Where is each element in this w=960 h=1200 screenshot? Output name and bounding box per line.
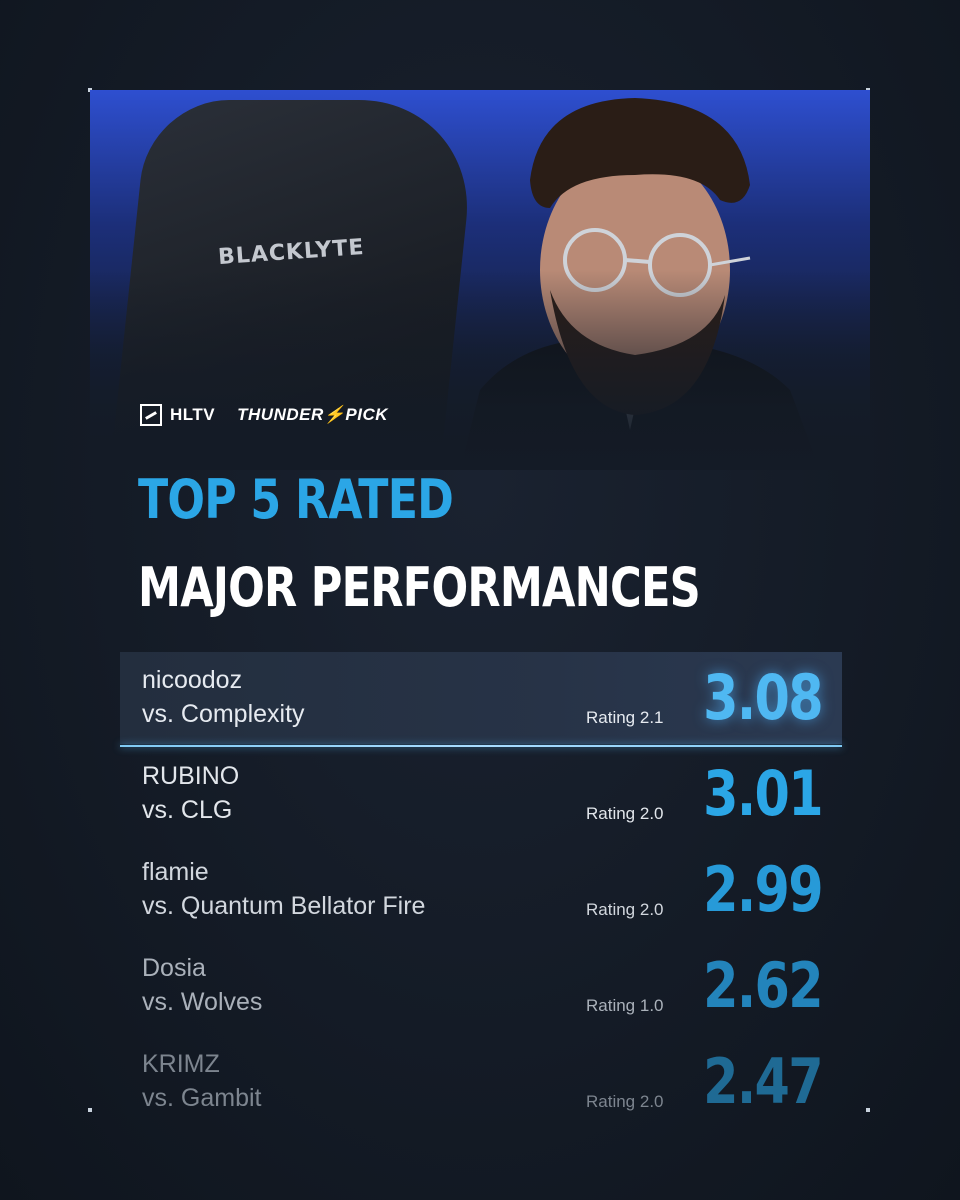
- rating-value: 2.99: [703, 853, 824, 926]
- rating-version: Rating 2.1: [586, 708, 664, 727]
- performance-row-2: RUBINO vs. CLG Rating 2.0 3.01: [120, 748, 842, 844]
- opponent-name: vs. Complexity: [142, 700, 305, 728]
- rating-version: Rating 1.0: [586, 996, 664, 1015]
- player-name: Dosia: [142, 954, 206, 982]
- highlight-underline: [120, 745, 842, 747]
- title-line-2: MAJOR PERFORMANCES: [138, 556, 701, 619]
- sponsor-logos: HLTV THUNDER⚡PICK: [140, 404, 388, 426]
- rating-value: 2.47: [703, 1045, 824, 1118]
- rating-version: Rating 2.0: [586, 1092, 664, 1111]
- performance-row-4: Dosia vs. Wolves Rating 1.0 2.62: [120, 940, 842, 1036]
- corner-mark-bottom-left: [88, 1108, 92, 1112]
- title-line-1: TOP 5 RATED: [138, 468, 454, 531]
- player-name: KRIMZ: [142, 1050, 220, 1078]
- rating-value: 3.01: [703, 757, 824, 830]
- rating-version: Rating 2.0: [586, 900, 664, 919]
- thunderpick-prefix: THUNDER: [237, 405, 324, 424]
- performance-row-5: KRIMZ vs. Gambit Rating 2.0 2.47: [120, 1036, 842, 1132]
- performance-list: nicoodoz vs. Complexity Rating 2.1 3.08 …: [120, 652, 842, 1132]
- lightning-bolt-icon: ⚡: [323, 405, 346, 424]
- rating-value: 2.62: [703, 949, 824, 1022]
- player-photo: BLACKLYTE: [90, 90, 870, 470]
- opponent-name: vs. CLG: [142, 796, 233, 824]
- player-name: flamie: [142, 858, 209, 886]
- performance-row-3: flamie vs. Quantum Bellator Fire Rating …: [120, 844, 842, 940]
- thunderpick-suffix: PICK: [345, 405, 389, 424]
- rating-version: Rating 2.0: [586, 804, 664, 823]
- hltv-logo: HLTV: [140, 404, 215, 426]
- opponent-name: vs. Quantum Bellator Fire: [142, 892, 426, 920]
- hltv-wordmark: HLTV: [170, 405, 216, 424]
- player-name: RUBINO: [142, 762, 240, 790]
- player-name: nicoodoz: [142, 666, 243, 694]
- hltv-icon: [140, 404, 162, 426]
- thunderpick-logo: THUNDER⚡PICK: [237, 405, 388, 425]
- opponent-name: vs. Wolves: [142, 988, 263, 1016]
- performance-row-1: nicoodoz vs. Complexity Rating 2.1 3.08: [120, 652, 842, 747]
- opponent-name: vs. Gambit: [142, 1084, 262, 1112]
- corner-mark-bottom-right: [866, 1108, 870, 1112]
- rating-value: 3.08: [703, 661, 824, 734]
